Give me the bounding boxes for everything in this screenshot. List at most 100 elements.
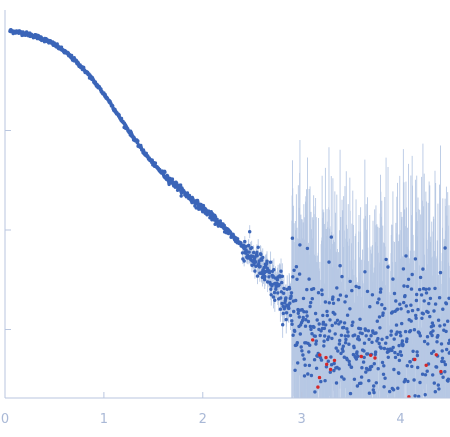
data-point: [269, 287, 273, 291]
data-point: [356, 354, 360, 358]
data-point: [301, 353, 305, 357]
data-point: [444, 329, 448, 334]
data-point: [261, 255, 265, 260]
outlier-point: [373, 356, 377, 360]
data-point: [351, 320, 355, 324]
data-point: [431, 373, 435, 377]
data-point: [391, 388, 396, 392]
data-point: [361, 360, 366, 364]
data-point: [436, 318, 441, 322]
data-point: [342, 377, 346, 381]
data-point: [409, 319, 413, 323]
data-point: [298, 243, 302, 247]
data-point: [409, 303, 413, 307]
data-point: [406, 277, 411, 281]
data-point: [69, 53, 74, 58]
data-point: [375, 319, 379, 323]
data-point: [339, 333, 344, 337]
data-point: [415, 292, 419, 297]
data-point: [303, 363, 307, 367]
data-point: [416, 307, 420, 312]
data-point: [288, 313, 293, 318]
outlier-point: [369, 353, 373, 357]
data-point: [316, 291, 321, 295]
data-point: [362, 341, 367, 345]
data-point: [279, 269, 283, 273]
data-point: [269, 293, 273, 297]
data-point: [354, 284, 358, 289]
data-point: [397, 358, 402, 363]
data-point: [324, 365, 329, 369]
data-point: [446, 319, 450, 323]
data-point: [389, 333, 393, 337]
outlier-point: [332, 358, 337, 363]
data-point: [402, 284, 406, 288]
data-point: [352, 345, 356, 350]
data-point: [253, 260, 258, 264]
data-point: [318, 333, 322, 338]
data-point: [355, 350, 359, 354]
data-point: [311, 287, 316, 291]
data-point: [414, 313, 418, 318]
data-point: [248, 230, 252, 234]
data-point: [258, 264, 262, 269]
data-point: [367, 337, 371, 342]
data-point: [323, 379, 327, 383]
data-point: [307, 277, 311, 281]
data-point: [307, 363, 312, 368]
data-point: [443, 246, 447, 250]
data-point: [276, 291, 280, 295]
data-point: [331, 295, 335, 299]
data-point: [322, 344, 326, 348]
outlier-point: [328, 367, 333, 372]
data-point: [366, 329, 371, 333]
data-point: [267, 275, 271, 279]
data-point: [382, 364, 386, 368]
data-point: [419, 293, 424, 297]
data-point: [415, 353, 420, 358]
data-point: [348, 391, 353, 396]
data-point: [267, 270, 272, 275]
data-point: [423, 393, 427, 397]
data-point: [380, 303, 384, 307]
data-point: [314, 366, 319, 370]
data-point: [362, 355, 366, 360]
data-point: [433, 286, 437, 291]
data-point: [353, 333, 357, 337]
data-point: [306, 372, 310, 376]
data-point: [373, 350, 378, 354]
data-point: [359, 381, 363, 385]
data-point: [408, 329, 413, 333]
data-point: [330, 323, 334, 328]
data-point: [375, 301, 380, 305]
data-point: [409, 287, 414, 291]
data-point: [312, 325, 316, 329]
data-point: [424, 291, 429, 295]
data-point: [368, 305, 372, 309]
data-point: [394, 299, 398, 303]
data-point: [263, 277, 267, 282]
data-point: [294, 298, 298, 303]
data-point: [358, 317, 362, 321]
data-point: [170, 177, 175, 181]
data-point: [304, 310, 309, 314]
data-point: [332, 361, 336, 366]
data-point: [247, 250, 251, 254]
data-point: [342, 325, 346, 330]
data-point: [366, 352, 370, 356]
data-point: [297, 315, 301, 319]
data-point: [443, 370, 447, 374]
data-point: [440, 349, 444, 353]
data-point: [305, 287, 309, 292]
data-point: [388, 389, 392, 394]
data-point: [252, 256, 257, 261]
data-point: [271, 274, 275, 278]
data-point: [291, 333, 295, 337]
data-point: [260, 275, 265, 280]
data-point: [301, 296, 306, 301]
data-point: [430, 333, 434, 338]
data-point: [374, 381, 378, 385]
data-point: [372, 390, 376, 395]
data-point: [444, 302, 449, 306]
data-point: [410, 308, 415, 313]
